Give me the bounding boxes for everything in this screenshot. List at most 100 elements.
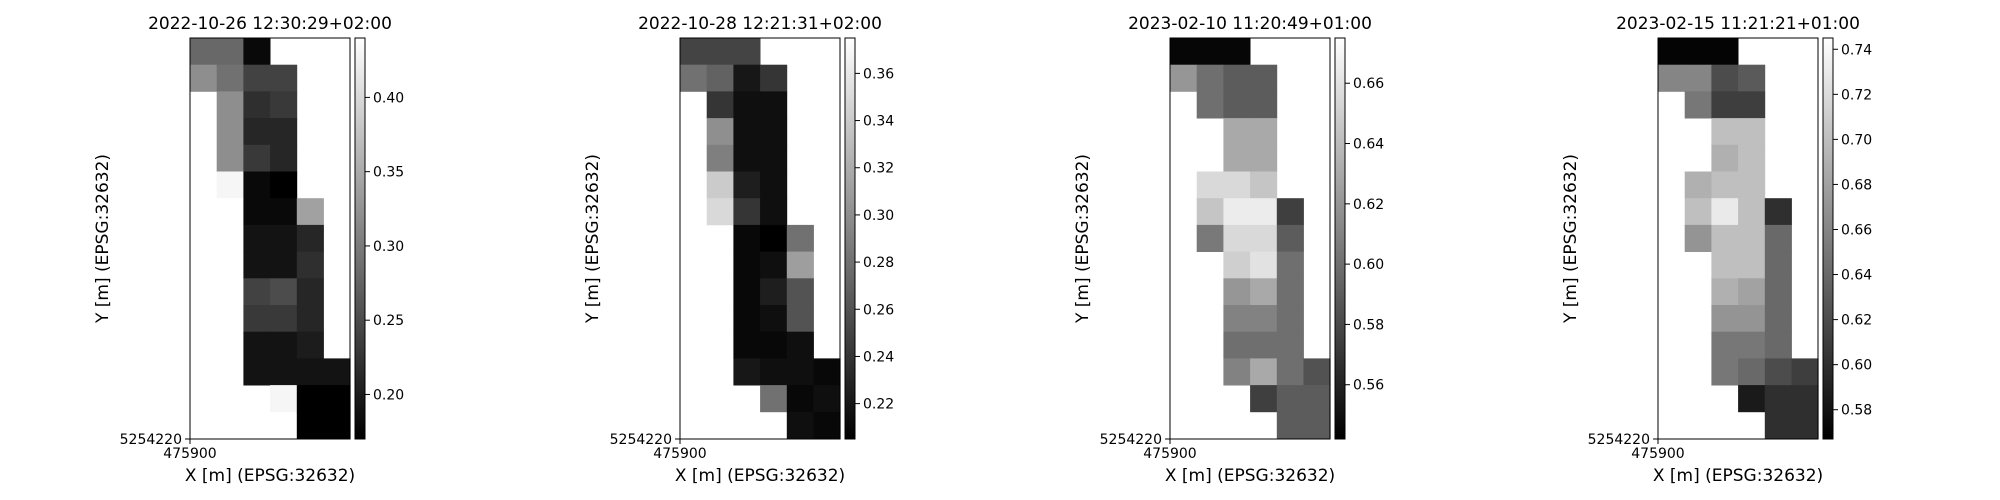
heatmap-cell [243,171,271,199]
heatmap-cell [813,385,841,413]
heatmap-cell [1276,385,1304,413]
heatmap-cell [270,331,298,359]
colorbar-tick-label: 0.30 [373,239,404,255]
heatmap-cell [1764,198,1792,226]
colorbar-tick-label: 0.64 [1841,268,1872,284]
heatmap-cell [1711,91,1739,119]
y-axis-label: Y [m] (EPSG:32632) [1561,154,1581,324]
axes-frame [189,37,351,440]
heatmap-cell [733,251,761,279]
axes-frame [679,37,841,440]
heatmap-cell [1738,64,1766,92]
colorbar-tick-label: 0.24 [863,349,894,365]
heatmap-cell [1711,144,1739,172]
heatmap-cell [243,305,271,333]
heatmap-cell [706,171,734,199]
heatmap-cell [786,411,814,439]
x-axis-label: X [m] (EPSG:32632) [675,466,845,486]
heatmap-cell [1711,331,1739,359]
y-tick-label: 5254220 [1588,432,1650,448]
heatmap-cell [1196,91,1224,119]
heatmap-cell [1711,64,1739,92]
heatmap-cell [296,411,324,439]
heatmap-cell [760,198,788,226]
heatmap-cell [270,64,298,92]
colorbar-tick-label: 0.72 [1841,87,1872,103]
heatmap-panel: 2023-02-10 11:20:49+01:00 475900 X [m] (EP… [1073,14,1384,486]
chart-title: 2023-02-15 11:21:21+01:00 [1616,14,1860,34]
heatmap-cell [813,358,841,386]
heatmap-cell [1711,224,1739,252]
heatmap-cell [1250,278,1278,306]
heatmap-cell [1684,224,1712,252]
heatmap-cell [1250,251,1278,279]
colorbar [354,37,366,440]
heatmap-cell [1791,385,1819,413]
heatmap-cell [1276,251,1304,279]
colorbar-tick-label: 0.40 [373,90,404,106]
heatmap-cell [760,331,788,359]
heatmap-cell [1738,358,1766,386]
heatmap-cell [323,411,351,439]
heatmap-panel: 2023-02-15 11:21:21+01:00 475900 X [m] (EP… [1561,14,1872,486]
heatmap-cell [1738,171,1766,199]
heatmap-cell [1738,331,1766,359]
heatmap-cell [243,198,271,226]
heatmap-cell [1684,171,1712,199]
heatmap-cell [1250,224,1278,252]
heatmap-cell [1711,278,1739,306]
heatmap-cell [706,64,734,92]
heatmap-cell [1223,305,1251,333]
heatmap-cell [296,278,324,306]
heatmap-cell [760,358,788,386]
heatmap-cell [216,171,244,199]
heatmap-cell [1250,331,1278,359]
heatmap-cell [1223,251,1251,279]
x-tick-label: 475900 [1631,446,1684,462]
heatmap-cell [243,358,271,386]
heatmap-cell [733,198,761,226]
colorbar-tick-label: 0.74 [1841,42,1872,58]
heatmap-cell [1276,224,1304,252]
heatmap-cell [323,358,351,386]
chart-title: 2022-10-28 12:21:31+02:00 [638,14,882,34]
heatmap-cell [270,251,298,279]
heatmap-cell [1764,305,1792,333]
heatmap-cell [270,198,298,226]
heatmap-cell [1711,251,1739,279]
heatmap-cell [1196,171,1224,199]
colorbar-tick-label: 0.58 [1353,317,1384,333]
heatmap-cell [1250,144,1278,172]
heatmap-cell [760,251,788,279]
colorbar-tick-label: 0.58 [1841,403,1872,419]
heatmap-cell [216,64,244,92]
heatmap-cell [1658,38,1686,66]
colorbar-tick-label: 0.56 [1353,378,1384,394]
heatmap-cell [1764,358,1792,386]
heatmap-cell [760,224,788,252]
heatmap-cell [1711,38,1739,66]
heatmap-cell [733,278,761,306]
heatmap-cell [243,64,271,92]
axes-frame [1657,37,1819,440]
heatmap-cell [1196,224,1224,252]
heatmap-cell [296,358,324,386]
axes-frame [1169,37,1331,440]
heatmap-cell [1223,118,1251,146]
heatmap-cell [1711,305,1739,333]
heatmap-cell [733,224,761,252]
heatmap-cell [270,385,298,413]
x-tick-label: 475900 [1143,446,1196,462]
heatmap-cell [1250,91,1278,119]
chart-title: 2022-10-26 12:30:29+02:00 [148,14,392,34]
heatmap-cell [733,38,761,66]
heatmap-cell [323,385,351,413]
heatmap-cell [733,144,761,172]
heatmap-cell [1250,385,1278,413]
heatmap-cell [706,198,734,226]
heatmap-cell [786,331,814,359]
heatmap-cell [733,358,761,386]
heatmap-cell [190,38,218,66]
x-axis-label: X [m] (EPSG:32632) [185,466,355,486]
